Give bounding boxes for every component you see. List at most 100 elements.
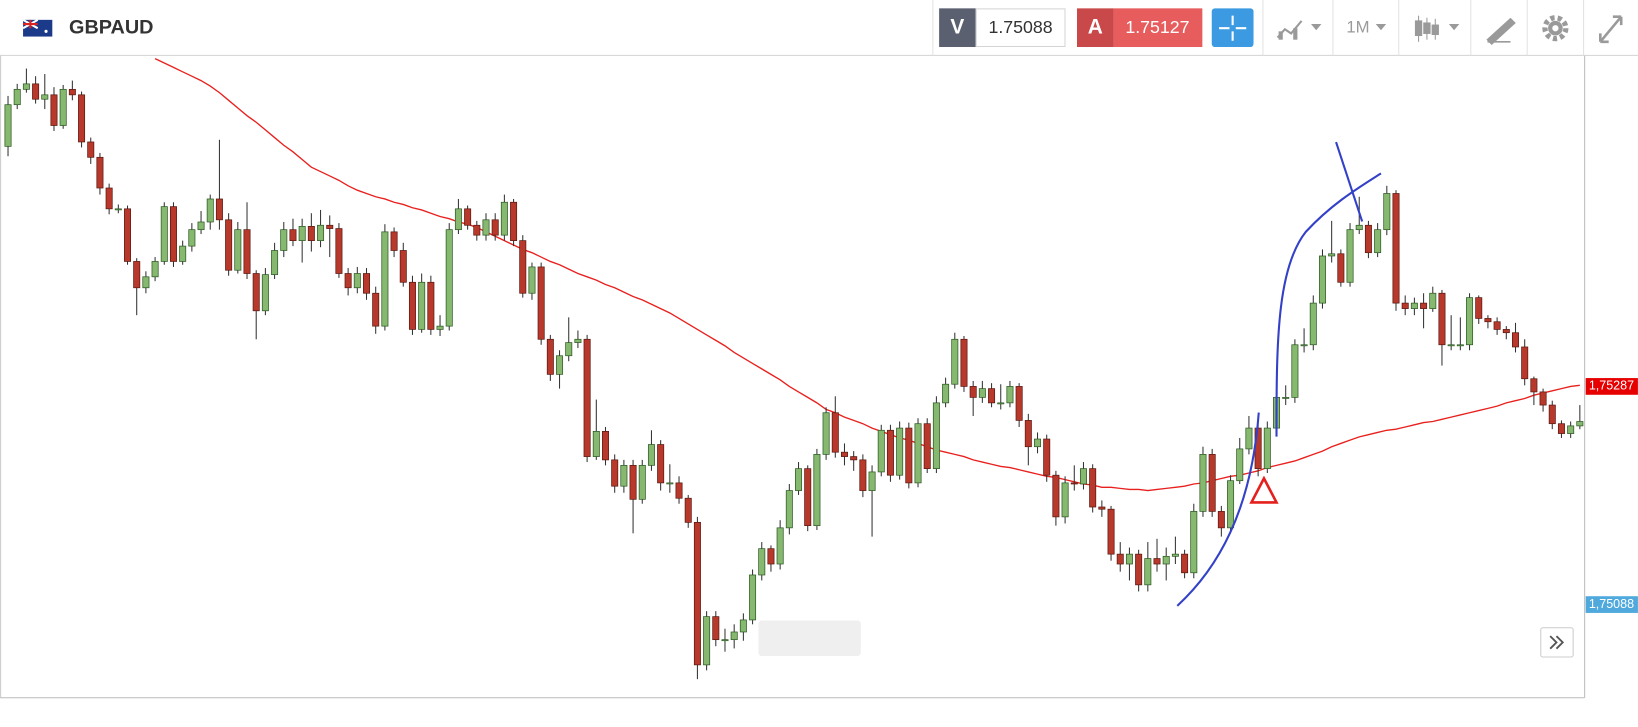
candle-body: [1024, 420, 1032, 448]
timeframe[interactable]: 1M: [1346, 18, 1369, 37]
candle-body: [739, 619, 747, 633]
chart-type-icon[interactable]: [1278, 31, 1283, 40]
draw-button[interactable]: [1486, 17, 1516, 45]
candle-body: [87, 141, 95, 158]
crosshair-bg[interactable]: [1211, 8, 1254, 48]
candle-body: [399, 250, 407, 283]
draw-icon[interactable]: [1486, 17, 1516, 45]
candle-body: [96, 156, 104, 189]
candle-body: [1383, 193, 1391, 231]
candle-body: [353, 273, 361, 289]
annotations: [1176, 141, 1382, 607]
candle-body: [1337, 253, 1345, 283]
crosshair-button[interactable]: [1211, 8, 1254, 48]
fullscreen-button[interactable]: [1599, 15, 1623, 44]
chart-type-icon[interactable]: [1293, 28, 1298, 40]
candle-body: [1309, 302, 1317, 346]
candle-body: [436, 325, 444, 330]
price-tag: [1585, 596, 1638, 613]
indicator-icon[interactable]: [1414, 20, 1423, 37]
candle-body: [151, 261, 159, 278]
ask-price[interactable]: 1.75127: [1125, 17, 1189, 37]
crosshair-icon[interactable]: [1219, 15, 1247, 41]
price-tag: [1585, 378, 1638, 395]
dropdown-arrow[interactable]: [1448, 24, 1460, 31]
candle-body: [859, 459, 867, 491]
candle-body: [510, 201, 518, 241]
candle-body: [59, 88, 67, 126]
bid-label[interactable]: V: [950, 16, 964, 39]
candle-body: [1052, 474, 1060, 518]
gear-teeth[interactable]: [1542, 15, 1569, 42]
indicator-icon[interactable]: [1423, 22, 1431, 34]
candle-body: [776, 527, 784, 565]
candle-body: [1079, 468, 1087, 485]
candle-body: [326, 224, 334, 229]
fullscreen-icon[interactable]: [1599, 15, 1623, 44]
candle-body: [317, 224, 325, 241]
toolbar-bg: [0, 0, 1638, 56]
candle-body: [960, 338, 968, 387]
indicator-button[interactable]: [1414, 15, 1460, 42]
candle-body: [969, 386, 977, 398]
candle-body: [638, 464, 646, 500]
moving-average: [154, 58, 1580, 492]
candle-body: [307, 226, 315, 241]
candle-body: [1300, 344, 1308, 347]
candle-body: [68, 88, 76, 96]
candle-body: [556, 355, 564, 375]
candle-body: [114, 208, 122, 211]
candle-body: [133, 261, 141, 289]
info-box: [758, 620, 861, 656]
candle-body: [942, 383, 950, 404]
candle-body: [500, 201, 508, 236]
candle-body: [252, 273, 260, 312]
candle-body: [1456, 344, 1464, 347]
flag-cross: [23, 19, 38, 29]
candle-body: [1429, 292, 1437, 309]
candle-body: [1107, 508, 1115, 555]
axes: 1,75287 1,75088: [1585, 378, 1638, 613]
candle-body: [795, 468, 803, 491]
bid-label-bg[interactable]: [939, 8, 976, 48]
candle-body: [1420, 302, 1428, 309]
candle-body: [1015, 386, 1023, 421]
ask-label[interactable]: A: [1088, 16, 1103, 39]
ask-label-bg[interactable]: [1077, 8, 1114, 48]
candle-body: [519, 240, 527, 294]
candle-body: [225, 219, 233, 271]
candle-body: [427, 281, 435, 330]
buy-button[interactable]: A 1.75127: [1077, 8, 1203, 48]
candle-body: [583, 338, 591, 457]
indicator-icon[interactable]: [1431, 24, 1439, 35]
scroll-button[interactable]: [1540, 627, 1574, 658]
candle-body: [758, 548, 766, 576]
bid-price-bg[interactable]: [975, 8, 1066, 48]
candle-body: [1171, 553, 1179, 557]
candle-body: [381, 231, 389, 327]
timeframe-button[interactable]: 1M: [1346, 18, 1387, 37]
candle-body: [840, 451, 848, 457]
candle-body: [629, 464, 637, 500]
candle-body: [997, 402, 1005, 405]
candle-body: [363, 273, 370, 294]
dropdown-arrow[interactable]: [1375, 24, 1387, 31]
candle-body: [1447, 344, 1455, 347]
dropdown-arrow[interactable]: [1310, 24, 1322, 31]
candle-body: [868, 471, 876, 491]
candle-body: [1070, 482, 1078, 485]
ask-price-bg[interactable]: [1113, 8, 1203, 48]
bid-price[interactable]: 1.75088: [989, 17, 1053, 37]
candle-body: [923, 423, 931, 470]
chart-type-button[interactable]: [1276, 20, 1322, 40]
candle-body: [1557, 423, 1565, 434]
settings-button[interactable]: [1542, 15, 1569, 42]
price-tag-label: 1,75088: [1589, 597, 1634, 611]
candle-body: [188, 229, 196, 247]
candle-body: [988, 388, 996, 404]
sell-button[interactable]: V 1.75088: [939, 8, 1066, 48]
gear-hole[interactable]: [1552, 25, 1559, 32]
candle-body: [1043, 438, 1051, 476]
scroll-icon[interactable]: [1549, 635, 1565, 650]
candle-body: [390, 231, 398, 251]
